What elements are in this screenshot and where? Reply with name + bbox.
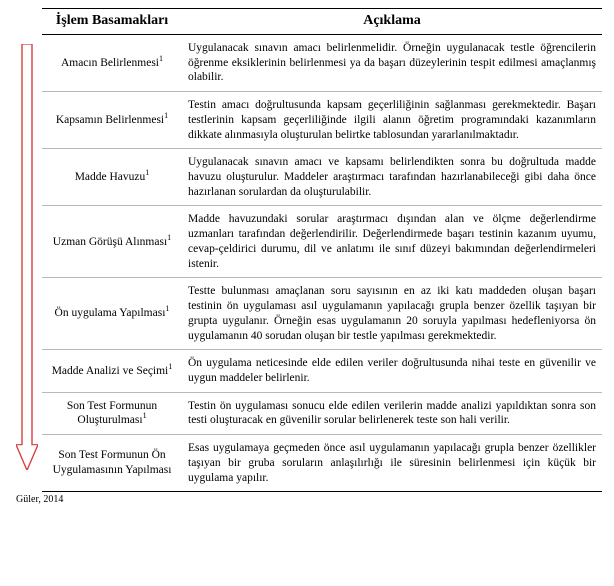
desc-cell: Uygulanacak sınavın amacı ve kapsamı bel… (182, 149, 602, 206)
table-row: Madde Havuzu1Uygulanacak sınavın amacı v… (42, 149, 602, 206)
footnote: Güler, 2014 (16, 494, 602, 505)
down-arrow-icon (16, 44, 38, 470)
step-label: Ön uygulama Yapılması (55, 307, 166, 319)
step-cell: Son Test Formunun Oluşturulması1 (42, 392, 182, 434)
desc-cell: Madde havuzundaki sorular araştırmacı dı… (182, 206, 602, 278)
table-row: Ön uygulama Yapılması1Testte bulunması a… (42, 278, 602, 350)
step-label: Madde Havuzu (75, 171, 146, 183)
step-superscript: 1 (168, 362, 172, 371)
desc-cell: Testin ön uygulaması sonucu elde edilen … (182, 392, 602, 434)
table-row: Son Test Formunun Oluşturulması1Testin ö… (42, 392, 602, 434)
step-cell: Son Test Formunun Ön Uygulamasının Yapıl… (42, 435, 182, 492)
step-superscript: 1 (164, 111, 168, 120)
desc-cell: Ön uygulama neticesinde elde edilen veri… (182, 350, 602, 392)
table-row: Uzman Görüşü Alınması1Madde havuzundaki … (42, 206, 602, 278)
step-label: Amacın Belirlenmesi (61, 57, 159, 69)
arrow-column (12, 8, 42, 492)
step-label: Madde Analizi ve Seçimi (52, 365, 169, 377)
arrow-path (16, 44, 38, 470)
step-cell: Amacın Belirlenmesi1 (42, 35, 182, 92)
desc-cell: Testin amacı doğrultusunda kapsam geçerl… (182, 92, 602, 149)
step-superscript: 1 (143, 412, 147, 421)
table-row: Son Test Formunun Ön Uygulamasının Yapıl… (42, 435, 602, 492)
table-wrap: İşlem Basamakları Açıklama Amacın Belirl… (12, 8, 602, 492)
step-label: Son Test Formunun Ön Uygulamasının Yapıl… (53, 449, 172, 476)
step-superscript: 1 (167, 233, 171, 242)
page: İşlem Basamakları Açıklama Amacın Belirl… (0, 0, 614, 515)
header-steps: İşlem Basamakları (42, 9, 182, 35)
step-superscript: 1 (159, 54, 163, 63)
table-row: Amacın Belirlenmesi1Uygulanacak sınavın … (42, 35, 602, 92)
steps-table: İşlem Basamakları Açıklama Amacın Belirl… (42, 8, 602, 492)
step-cell: Uzman Görüşü Alınması1 (42, 206, 182, 278)
table-body: Amacın Belirlenmesi1Uygulanacak sınavın … (42, 35, 602, 492)
desc-cell: Uygulanacak sınavın amacı belirlenmelidi… (182, 35, 602, 92)
step-cell: Madde Havuzu1 (42, 149, 182, 206)
step-label: Kapsamın Belirlenmesi (56, 114, 164, 126)
step-superscript: 1 (145, 168, 149, 177)
table-header-row: İşlem Basamakları Açıklama (42, 9, 602, 35)
step-cell: Kapsamın Belirlenmesi1 (42, 92, 182, 149)
desc-cell: Esas uygulamaya geçmeden önce asıl uygul… (182, 435, 602, 492)
step-cell: Madde Analizi ve Seçimi1 (42, 350, 182, 392)
header-desc: Açıklama (182, 9, 602, 35)
step-label: Uzman Görüşü Alınması (53, 236, 167, 248)
desc-cell: Testte bulunması amaçlanan soru sayısını… (182, 278, 602, 350)
table-row: Kapsamın Belirlenmesi1Testin amacı doğru… (42, 92, 602, 149)
step-cell: Ön uygulama Yapılması1 (42, 278, 182, 350)
table-row: Madde Analizi ve Seçimi1Ön uygulama neti… (42, 350, 602, 392)
step-superscript: 1 (165, 305, 169, 314)
